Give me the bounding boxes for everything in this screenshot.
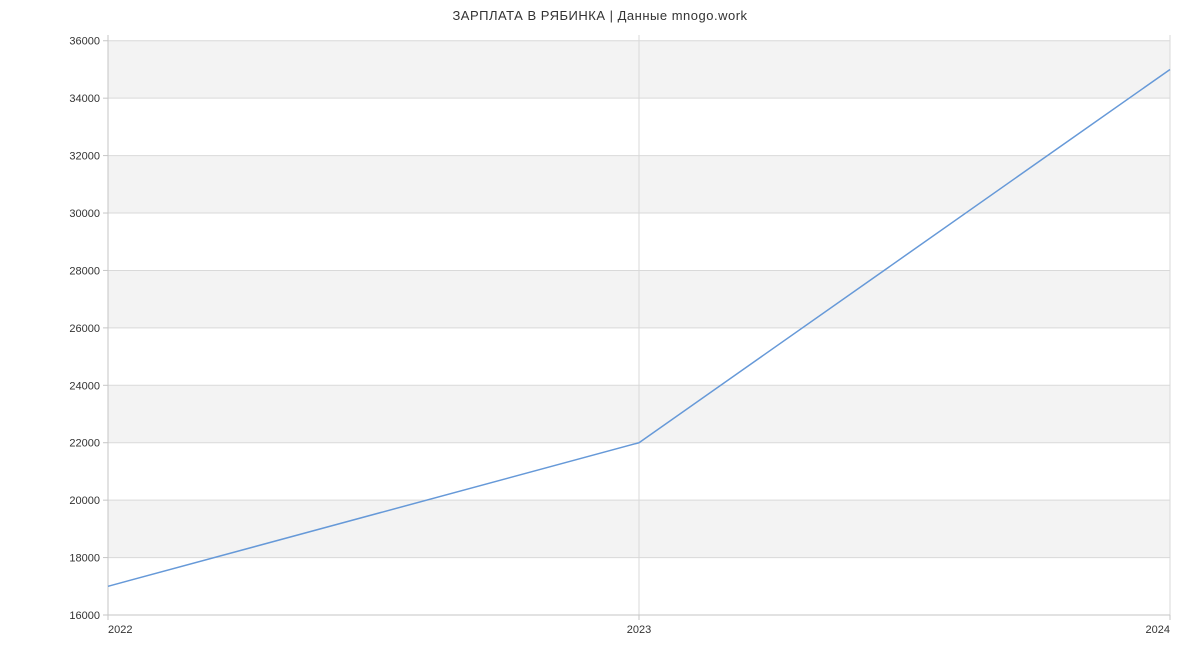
y-tick-label: 34000 [69,93,100,105]
x-tick-label: 2023 [627,624,651,636]
y-tick-label: 20000 [69,495,100,507]
salary-line-chart: ЗАРПЛАТА В РЯБИНКА | Данные mnogo.work 1… [0,0,1200,650]
y-tick-label: 24000 [69,380,100,392]
y-tick-label: 36000 [69,36,100,48]
y-tick-label: 28000 [69,265,100,277]
y-tick-label: 32000 [69,151,100,163]
chart-title: ЗАРПЛАТА В РЯБИНКА | Данные mnogo.work [0,8,1200,23]
y-tick-label: 26000 [69,323,100,335]
y-tick-label: 18000 [69,553,100,565]
chart-svg: 16000 18000 20000 22000 24000 26000 28000 30000… [0,0,1200,650]
y-tick-label: 16000 [69,610,100,622]
y-tick-label: 30000 [69,208,100,220]
x-tick-label: 2024 [1146,624,1170,636]
y-tick-label: 22000 [69,438,100,450]
x-tick-label: 2022 [108,624,132,636]
